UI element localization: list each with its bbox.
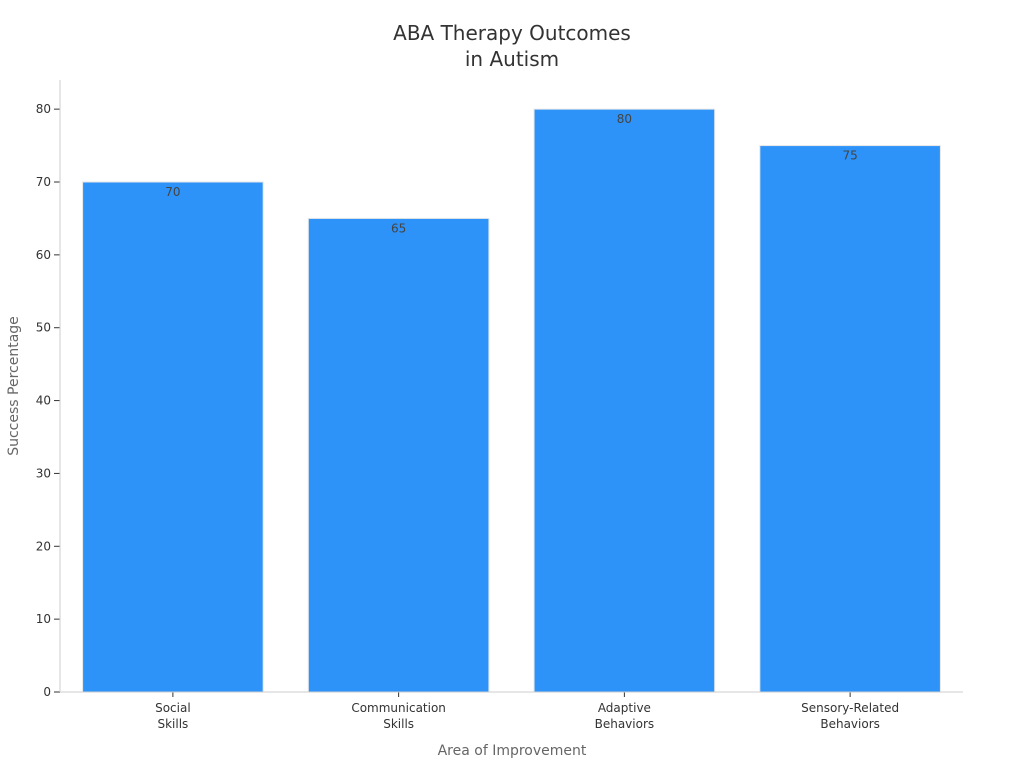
x-tick-label: Social bbox=[155, 701, 191, 715]
x-tick-label: Skills bbox=[157, 717, 188, 731]
y-tick-label: 80 bbox=[36, 102, 51, 116]
bar bbox=[759, 145, 941, 693]
x-tick-label: Behaviors bbox=[820, 717, 880, 731]
y-tick-label: 60 bbox=[36, 248, 51, 262]
y-tick-label: 50 bbox=[36, 321, 51, 335]
y-tick-label: 30 bbox=[36, 466, 51, 480]
x-tick-label: Behaviors bbox=[595, 717, 655, 731]
bar bbox=[533, 108, 716, 693]
bar-data-label: 75 bbox=[842, 149, 857, 163]
bar-data-label: 70 bbox=[165, 185, 180, 199]
y-axis-title: Success Percentage bbox=[6, 316, 22, 456]
x-axis-title: Area of Improvement bbox=[438, 743, 587, 759]
bar-data-label: 65 bbox=[391, 221, 406, 235]
bar-data-label: 80 bbox=[617, 112, 632, 126]
plot-area: 0 10 20 30 40 50 60 70 80 70 Social Skills 65 Communi… bbox=[36, 102, 941, 731]
y-tick-label: 40 bbox=[36, 394, 51, 408]
y-tick-label: 10 bbox=[36, 612, 51, 626]
y-tick-label: 70 bbox=[36, 175, 51, 189]
bar bbox=[307, 217, 490, 693]
chart-title-line-1: ABA Therapy Outcomes bbox=[393, 21, 631, 45]
x-tick-label: Sensory-Related bbox=[801, 701, 899, 715]
y-tick-label: 20 bbox=[36, 539, 51, 553]
x-tick-label: Adaptive bbox=[598, 701, 651, 715]
chart-title-line-2: in Autism bbox=[465, 47, 559, 71]
y-tick-label: 0 bbox=[43, 685, 51, 699]
x-tick-label: Communication bbox=[351, 701, 446, 715]
bar bbox=[82, 181, 264, 693]
x-tick-label: Skills bbox=[383, 717, 414, 731]
